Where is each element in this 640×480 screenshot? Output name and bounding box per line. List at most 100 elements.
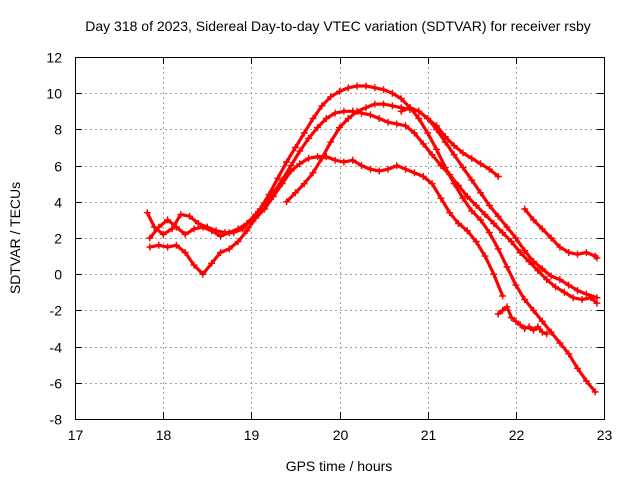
data-point-marker [582,249,590,256]
data-point-marker [552,283,559,291]
y-tick-label: -8 [50,412,63,428]
x-tick-label: 23 [597,427,613,443]
data-point-marker [556,243,564,251]
data-point-marker [143,209,151,217]
data-point-marker [380,100,388,108]
data-point-marker [340,158,348,166]
data-point-marker [199,270,207,278]
data-point-marker [397,95,405,103]
data-point-marker [419,140,427,148]
data-point-marker [309,115,317,122]
data-point-marker [499,292,507,300]
data-point-marker [181,249,189,256]
data-point-marker [393,162,401,170]
data-point-marker [472,238,480,246]
series-trace [399,106,599,300]
data-point-marker [446,209,454,217]
data-point-marker [507,238,515,246]
data-point-marker [353,82,361,90]
data-point-marker [190,225,198,233]
data-point-marker [155,223,163,231]
data-point-marker [455,220,462,227]
data-point-marker [344,115,352,122]
data-point-marker [593,254,601,262]
data-point-marker [591,388,599,396]
data-point-marker [538,225,546,233]
data-point-marker [556,276,564,284]
data-point-marker [208,259,216,267]
data-point-marker [261,200,269,208]
data-point-marker [450,151,458,159]
data-point-marker [380,86,388,94]
data-point-marker [530,258,537,265]
data-point-marker [593,294,601,302]
data-point-marker [415,115,423,122]
axis-ticks: 17 18 19 20 21 22 23 -8 -6 -4 -2 0 2 4 6 8 10 12 [46,50,612,444]
data-point-marker [441,138,449,146]
data-point-marker [172,241,180,249]
y-tick-label: 12 [46,50,62,66]
data-point-marker [485,201,493,209]
data-point-marker [556,339,564,347]
data-point-marker [269,189,277,197]
data-point-marker [234,238,242,246]
data-point-marker [177,211,185,218]
y-tick-label: -2 [50,303,63,319]
data-point-marker [503,263,511,271]
data-point-marker [164,216,172,224]
data-point-marker [300,180,308,188]
data-point-marker [516,249,524,256]
data-point-marker [393,120,401,128]
data-point-marker [384,118,392,126]
data-point-marker [503,223,511,231]
data-point-marker [521,296,529,303]
data-point-marker [397,107,405,115]
data-point-marker [243,227,251,235]
x-tick-label: 21 [421,427,437,443]
data-point-marker [331,109,339,117]
data-point-marker [459,194,467,202]
data-point-marker [402,165,410,173]
y-tick-label: 2 [54,231,62,247]
data-point-marker [366,111,374,119]
data-point-marker [362,104,370,112]
data-point-marker [490,270,498,278]
data-point-marker [362,82,370,90]
data-point-marker [538,317,546,325]
data-point-marker [521,325,529,332]
x-axis-label: GPS time / hours [286,458,393,474]
y-tick-label: -6 [50,376,63,392]
data-point-marker [208,227,216,235]
data-point-marker [485,165,493,173]
data-point-marker [543,330,551,338]
data-point-marker [472,201,480,209]
data-point-marker [530,326,537,334]
data-point-marker [450,142,458,150]
data-point-marker [428,151,436,159]
data-point-marker [217,249,224,256]
data-point-marker [327,138,335,146]
data-point-marker [331,156,339,164]
data-point-marker [499,229,507,237]
data-point-marker [186,212,194,220]
series-track-1 [143,82,599,396]
data-point-marker [336,87,343,95]
data-point-marker [217,232,224,240]
data-point-marker [278,176,286,184]
data-point-marker [565,249,573,256]
data-point-marker [388,102,396,110]
data-point-marker [155,241,163,249]
data-point-marker [512,234,520,242]
data-point-marker [433,125,440,133]
data-point-marker [371,100,379,108]
data-point-marker [459,163,467,171]
data-point-marker [322,115,330,122]
data-point-marker [314,153,321,161]
data-point-marker [428,180,436,188]
data-point-marker [353,107,361,115]
data-point-marker [327,93,335,101]
data-point-marker [499,306,507,314]
data-point-marker [146,234,154,242]
data-point-marker [296,160,304,168]
